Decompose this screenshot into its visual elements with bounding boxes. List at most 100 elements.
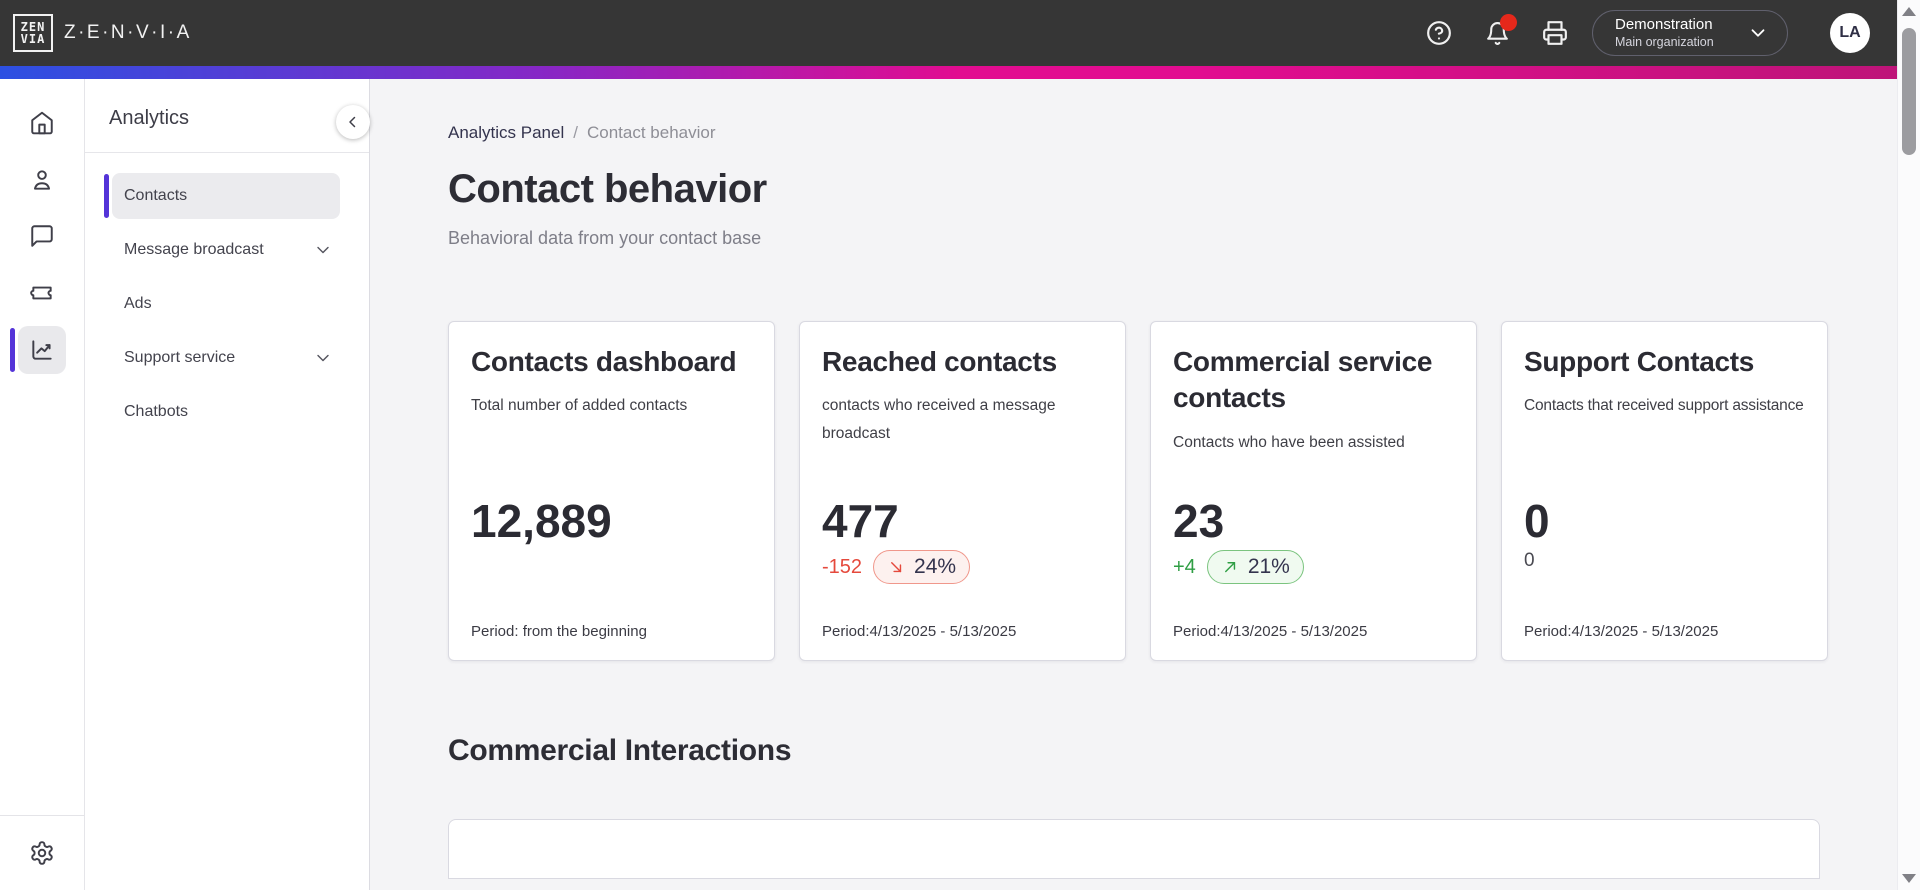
- card-value: 0: [1524, 495, 1550, 547]
- help-icon: [1427, 21, 1451, 45]
- trend-badge-negative: 24%: [873, 550, 971, 584]
- trend-down-icon: [891, 561, 902, 572]
- card-period: Period: from the beginning: [471, 623, 647, 640]
- sidebar-item-contacts[interactable]: Contacts: [85, 173, 369, 219]
- notifications-button[interactable]: [1484, 14, 1517, 46]
- chevron-down-icon: [1751, 29, 1765, 37]
- sidebar-item-label: Message broadcast: [124, 241, 264, 258]
- badge-percent: 21%: [1247, 555, 1290, 578]
- help-button[interactable]: [1426, 20, 1452, 46]
- breadcrumb-analytics-panel[interactable]: Analytics Panel: [448, 123, 565, 142]
- rail-item-contacts[interactable]: [18, 156, 66, 204]
- delta-row: -152 24%: [822, 550, 971, 584]
- printer-icon: [1543, 21, 1567, 45]
- rail-item-home[interactable]: [18, 99, 66, 147]
- breadcrumb: Analytics Panel / Contact behavior: [448, 123, 1920, 143]
- trend-up-icon: [1224, 561, 1235, 572]
- sidebar-item-support-service[interactable]: Support service: [85, 335, 369, 381]
- active-item-background: [112, 173, 340, 219]
- brand-wordmark: Z·E·N·V·I·A: [64, 22, 192, 43]
- trend-badge-positive: 21%: [1206, 550, 1304, 584]
- ticket-icon: [30, 286, 52, 300]
- sidebar-item-label: Support service: [124, 349, 236, 366]
- page-scrollbar: [1897, 0, 1920, 890]
- card-title: Contacts dashboard: [471, 346, 737, 377]
- zenvia-logo-icon: ZEN VIA: [13, 14, 53, 52]
- card-description: contacts who received a message broadcas…: [822, 397, 1056, 443]
- scrollbar-up-arrow[interactable]: [1902, 7, 1916, 16]
- organization-name: Demonstration: [1615, 15, 1713, 33]
- organization-selector[interactable]: Demonstration Main organization: [1592, 10, 1788, 56]
- rail-divider: [0, 815, 84, 816]
- icon-rail: [0, 79, 85, 890]
- person-icon: [33, 170, 51, 190]
- analytics-sidebar: Analytics Contacts Message broadcast Ads…: [85, 79, 370, 890]
- logo-text-bottom: VIA: [20, 32, 46, 46]
- commercial-interactions-card: [448, 819, 1820, 879]
- notification-badge: [1500, 14, 1517, 31]
- delta-value: +4: [1173, 555, 1196, 578]
- sidebar-item-message-broadcast[interactable]: Message broadcast: [85, 227, 369, 273]
- card-description: Total number of added contacts: [471, 397, 688, 415]
- card-support-contacts: Support Contacts Contacts that received …: [1501, 321, 1828, 661]
- avatar-initials: LA: [1839, 24, 1861, 41]
- breadcrumb-separator: /: [573, 123, 578, 142]
- card-value: 477: [822, 495, 899, 547]
- sidebar-divider: [85, 152, 369, 153]
- sidebar-item-label: Ads: [124, 295, 152, 312]
- topbar-actions: Demonstration Main organization LA: [1394, 10, 1870, 56]
- active-rail-indicator: [10, 328, 15, 372]
- sidebar-menu: Contacts Message broadcast Ads Support s…: [85, 173, 369, 443]
- card-contacts-dashboard: Contacts dashboard Total number of added…: [448, 321, 775, 661]
- card-commercial-service-contacts: Commercial service contacts Contacts who…: [1150, 321, 1477, 661]
- sidebar-title: Analytics: [109, 107, 190, 129]
- gear-icon: [31, 841, 53, 865]
- card-period: Period:4/13/2025 - 5/13/2025: [1524, 623, 1719, 640]
- chevron-down-icon: [317, 246, 329, 254]
- commercial-interactions-title: Commercial Interactions: [448, 734, 792, 767]
- card-period: Period:4/13/2025 - 5/13/2025: [1173, 623, 1368, 640]
- delta-value: 0: [1524, 550, 1535, 571]
- rail-item-conversations[interactable]: [18, 212, 66, 260]
- rail-item-analytics[interactable]: [18, 326, 66, 374]
- sidebar-item-label: Chatbots: [124, 403, 189, 420]
- page-title: Contact behavior: [448, 167, 767, 211]
- card-description: Contacts that received support assistanc…: [1524, 397, 1804, 415]
- card-reached-contacts: Reached contacts contacts who received a…: [799, 321, 1126, 661]
- page-subtitle: Behavioral data from your contact base: [448, 228, 762, 248]
- avatar[interactable]: LA: [1830, 13, 1870, 53]
- card-period: Period:4/13/2025 - 5/13/2025: [822, 623, 1017, 640]
- delta-row: +4 21%: [1173, 550, 1304, 584]
- chevron-left-icon: [349, 116, 356, 128]
- home-icon: [31, 111, 53, 135]
- card-title: Commercial service contacts: [1173, 346, 1433, 414]
- sidebar-item-ads[interactable]: Ads: [85, 281, 369, 327]
- badge-percent: 24%: [914, 555, 957, 578]
- card-value: 12,889: [471, 495, 612, 547]
- scrollbar-thumb[interactable]: [1902, 28, 1916, 155]
- card-title: Reached contacts: [822, 346, 1057, 377]
- card-description: Contacts who have been assisted: [1173, 433, 1405, 451]
- line-chart-icon: [32, 340, 52, 360]
- sidebar-item-chatbots[interactable]: Chatbots: [85, 389, 369, 435]
- rail-item-campaigns[interactable]: [18, 269, 66, 317]
- content-area: Analytics Panel / Contact behavior Conta…: [370, 79, 1920, 890]
- organization-info: Demonstration Main organization: [1615, 16, 1714, 50]
- sidebar-item-label: Contacts: [124, 187, 188, 204]
- metric-cards-row: Contacts dashboard Total number of added…: [448, 321, 1920, 661]
- bell-icon: [1486, 21, 1508, 45]
- brand: ZEN VIA Z·E·N·V·I·A: [13, 14, 192, 52]
- brand-gradient-bar: [0, 66, 1920, 79]
- delta-row: 0: [1524, 550, 1535, 572]
- sidebar-collapse-button[interactable]: [336, 105, 370, 139]
- delta-value: -152: [822, 555, 863, 578]
- rail-item-settings[interactable]: [18, 829, 66, 877]
- card-value: 23: [1173, 495, 1225, 547]
- print-button[interactable]: [1542, 20, 1568, 46]
- organization-subtitle: Main organization: [1615, 34, 1714, 49]
- logo-text-top: ZEN: [20, 20, 46, 34]
- chevron-down-icon: [317, 354, 329, 362]
- scrollbar-down-arrow[interactable]: [1902, 874, 1916, 883]
- card-title: Support Contacts: [1524, 346, 1755, 377]
- topbar: ZEN VIA Z·E·N·V·I·A: [0, 0, 1920, 66]
